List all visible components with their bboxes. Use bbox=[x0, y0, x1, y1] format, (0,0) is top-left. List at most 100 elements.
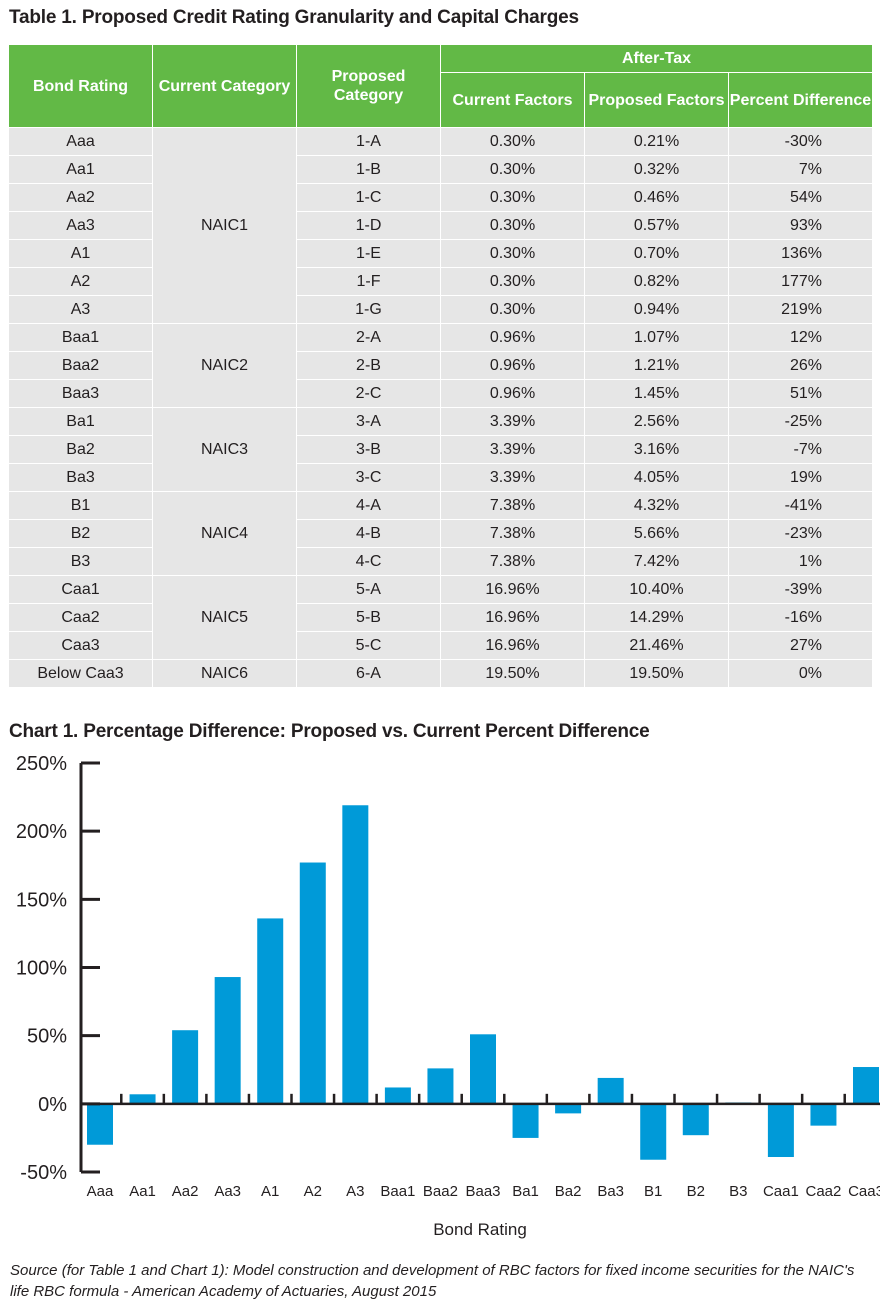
percent-difference: 219% bbox=[728, 295, 873, 324]
proposed-category: 3-B bbox=[296, 435, 441, 464]
bond-rating: Caa1 bbox=[8, 575, 153, 604]
proposed-factor: 4.32% bbox=[584, 491, 729, 520]
percent-difference: -30% bbox=[728, 127, 873, 156]
table-row: Caa3 5-C 16.96% 21.46% 27% bbox=[8, 631, 873, 660]
percent-difference: 19% bbox=[728, 463, 873, 492]
current-factor: 3.39% bbox=[440, 407, 585, 436]
bond-rating: B2 bbox=[8, 519, 153, 548]
x-tick-label: Aa2 bbox=[172, 1183, 199, 1200]
current-factor: 3.39% bbox=[440, 435, 585, 464]
current-factor: 0.96% bbox=[440, 323, 585, 352]
percent-difference: 51% bbox=[728, 379, 873, 408]
bar-chart: -50% 0% 50% 100% 150% 200% 250% Aaa Aa1 Aa2 Aa3 A1 A… bbox=[16, 753, 880, 1239]
x-tick-label: Aaa bbox=[87, 1183, 114, 1200]
proposed-factor: 4.05% bbox=[584, 463, 729, 492]
bond-rating: Aa3 bbox=[8, 211, 153, 240]
proposed-factor: 0.21% bbox=[584, 127, 729, 156]
header-current-factors: Current Factors bbox=[440, 72, 585, 128]
bar-Caa3 bbox=[853, 1067, 879, 1104]
percent-difference: 177% bbox=[728, 267, 873, 296]
proposed-category: 4-C bbox=[296, 547, 441, 576]
x-tick-label: Aa3 bbox=[214, 1183, 241, 1200]
current-factor: 0.30% bbox=[440, 211, 585, 240]
percent-difference: -41% bbox=[728, 491, 873, 520]
current-factor: 7.38% bbox=[440, 519, 585, 548]
proposed-category: 4-B bbox=[296, 519, 441, 548]
current-category: NAIC1 bbox=[152, 127, 297, 324]
bond-rating: B3 bbox=[8, 547, 153, 576]
percent-difference: 12% bbox=[728, 323, 873, 352]
header-percent-difference: Percent Difference bbox=[728, 72, 873, 128]
proposed-category: 2-A bbox=[296, 323, 441, 352]
proposed-factor: 21.46% bbox=[584, 631, 729, 660]
bar-B1 bbox=[640, 1103, 667, 1160]
proposed-factor: 3.16% bbox=[584, 435, 729, 464]
y-tick-label: 0% bbox=[38, 1094, 67, 1116]
bar-Caa2 bbox=[810, 1103, 837, 1126]
bar-Aa1 bbox=[129, 1094, 156, 1104]
bond-rating: Ba3 bbox=[8, 463, 153, 492]
header-proposed-category: Proposed Category bbox=[296, 44, 441, 128]
current-factor: 16.96% bbox=[440, 575, 585, 604]
proposed-factor: 0.46% bbox=[584, 183, 729, 212]
current-factor: 0.30% bbox=[440, 183, 585, 212]
header-bond-rating: Bond Rating bbox=[8, 44, 153, 128]
current-factor: 7.38% bbox=[440, 491, 585, 520]
x-tick-label: Ba3 bbox=[597, 1183, 624, 1200]
x-axis-label: Bond Rating bbox=[433, 1220, 527, 1239]
proposed-factor: 0.82% bbox=[584, 267, 729, 296]
table-row: Baa1 NAIC2 2-A 0.96% 1.07% 12% bbox=[8, 323, 873, 408]
current-factor: 0.30% bbox=[440, 239, 585, 268]
chart-title: Chart 1. Percentage Difference: Proposed… bbox=[9, 721, 650, 742]
percent-difference: 26% bbox=[728, 351, 873, 380]
table-row: Ba3 3-C 3.39% 4.05% 19% bbox=[8, 463, 873, 492]
bar-B2 bbox=[682, 1103, 709, 1136]
table-row: Caa1 NAIC5 5-A 16.96% 10.40% -39% bbox=[8, 575, 873, 660]
bar-Ba2 bbox=[555, 1103, 582, 1114]
current-category: NAIC5 bbox=[152, 575, 297, 660]
proposed-factor: 2.56% bbox=[584, 407, 729, 436]
x-tick-label: B3 bbox=[729, 1183, 747, 1200]
y-tick-label: 200% bbox=[16, 821, 67, 843]
header-current-category: Current Category bbox=[152, 44, 297, 128]
bar-A3 bbox=[342, 805, 369, 1104]
source-note: Source (for Table 1 and Chart 1): Model … bbox=[10, 1262, 855, 1300]
percent-difference: 0% bbox=[728, 659, 873, 688]
percent-difference: 1% bbox=[728, 547, 873, 576]
proposed-category: 1-F bbox=[296, 267, 441, 296]
bar-A2 bbox=[299, 862, 326, 1104]
proposed-category: 1-B bbox=[296, 155, 441, 184]
bond-rating: Baa2 bbox=[8, 351, 153, 380]
bar-Aa3 bbox=[214, 977, 241, 1104]
proposed-factor: 0.70% bbox=[584, 239, 729, 268]
percent-difference: 27% bbox=[728, 631, 873, 660]
table-row: B2 4-B 7.38% 5.66% -23% bbox=[8, 519, 873, 548]
proposed-category: 1-E bbox=[296, 239, 441, 268]
x-tick-label: Ba2 bbox=[555, 1183, 582, 1200]
x-tick-label: Caa1 bbox=[763, 1183, 799, 1200]
x-tick-label: A3 bbox=[346, 1183, 364, 1200]
percent-difference: 54% bbox=[728, 183, 873, 212]
table-row: A3 1-G 0.30% 0.94% 219% bbox=[8, 295, 873, 324]
x-tick-label: B2 bbox=[687, 1183, 705, 1200]
proposed-category: 5-A bbox=[296, 575, 441, 604]
percent-difference: -25% bbox=[728, 407, 873, 436]
table-row: Caa2 5-B 16.96% 14.29% -16% bbox=[8, 603, 873, 632]
current-category: NAIC3 bbox=[152, 407, 297, 492]
bar-Baa1 bbox=[384, 1087, 411, 1104]
proposed-factor: 7.42% bbox=[584, 547, 729, 576]
x-tick-label: Baa1 bbox=[380, 1183, 415, 1200]
current-factor: 0.30% bbox=[440, 127, 585, 156]
current-factor: 0.96% bbox=[440, 379, 585, 408]
y-tick-label: 100% bbox=[16, 958, 67, 980]
x-tick-label: Baa2 bbox=[423, 1183, 458, 1200]
header-proposed-factors: Proposed Factors bbox=[584, 72, 729, 128]
current-factor: 7.38% bbox=[440, 547, 585, 576]
proposed-factor: 1.07% bbox=[584, 323, 729, 352]
table-row: A2 1-F 0.30% 0.82% 177% bbox=[8, 267, 873, 296]
proposed-category: 1-C bbox=[296, 183, 441, 212]
percent-difference: 136% bbox=[728, 239, 873, 268]
bar-Baa3 bbox=[470, 1034, 496, 1104]
current-factor: 3.39% bbox=[440, 463, 585, 492]
proposed-category: 1-A bbox=[296, 127, 441, 156]
